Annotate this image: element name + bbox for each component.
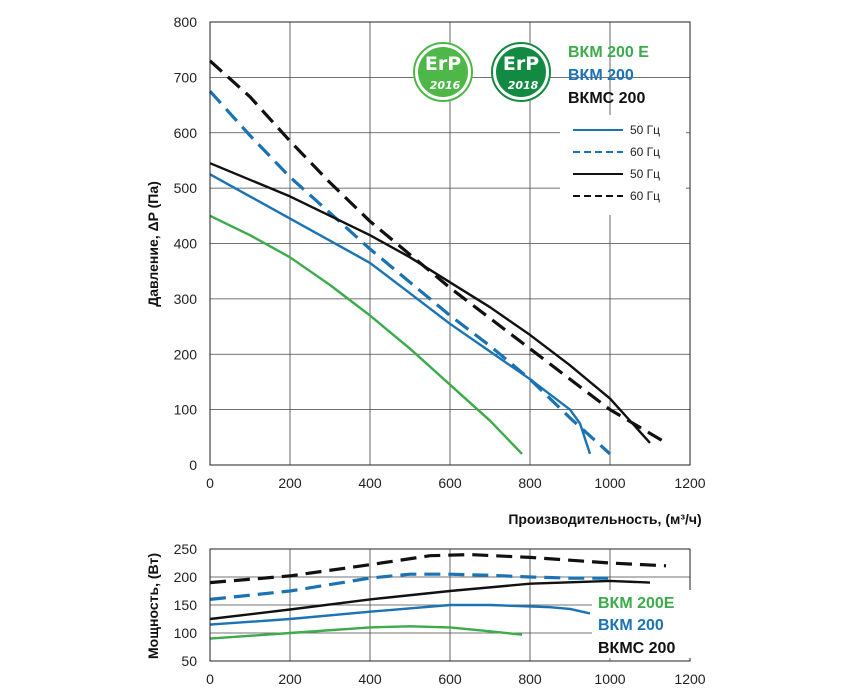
pressure-x-tick-label: 1000 <box>594 475 625 491</box>
erp-2018-badge-disc <box>496 47 546 97</box>
pressure-series <box>208 59 667 456</box>
power-series <box>209 552 667 640</box>
power-x-tick-label: 200 <box>278 671 302 687</box>
frequency-legend: 50 Гц 60 Гц 50 Гц 60 Гц <box>560 115 686 215</box>
pressure-y-tick-label: 300 <box>174 291 198 307</box>
power-series-вкм-200-60hz <box>209 572 610 601</box>
pressure-y-tick-label: 600 <box>174 125 198 141</box>
pressure-y-tick-label: 100 <box>174 402 198 418</box>
pressure-series-вкм-200-50hz <box>209 173 592 455</box>
power-y-tick-label: 200 <box>174 569 198 585</box>
power-series-вкм-200e-50hz <box>209 625 523 640</box>
erp-2016-badge-brand: ErP <box>425 53 461 75</box>
erp-2016-badge: ErP 2016 <box>413 42 473 102</box>
power-y-tick-label: 100 <box>174 625 198 641</box>
legend-label-blue-60hz: 60 Гц <box>630 145 660 159</box>
top-model-labels: ВКМ 200 E ВКМ 200 ВКМС 200 <box>568 44 649 107</box>
power-x-tick-label: 400 <box>358 671 382 687</box>
pressure-x-tick-label: 800 <box>518 475 542 491</box>
power-x-tick-label: 1200 <box>674 671 705 687</box>
power-x-tick-label: 1000 <box>594 671 625 687</box>
pressure-y-tick-label: 400 <box>174 236 198 252</box>
erp-2016-badge-disc <box>418 47 468 97</box>
power-y-tick-label: 150 <box>174 597 198 613</box>
erp-2018-badge-year: 2018 <box>508 79 539 92</box>
erp-2016-badge-year: 2016 <box>430 79 461 92</box>
power-model-label-vkm-200e: ВКМ 200E <box>598 595 675 612</box>
power-x-tick-label: 800 <box>518 671 542 687</box>
legend-label-black-50hz: 50 Гц <box>630 167 660 181</box>
pressure-y-tick-label: 500 <box>174 180 198 196</box>
power-y-tick-label: 250 <box>174 541 198 557</box>
pressure-series-вкмс-200-60hz <box>208 59 667 445</box>
erp-2018-badge-brand: ErP <box>503 53 539 75</box>
model-label-vkm-200: ВКМ 200 <box>568 67 634 84</box>
power-y-axis-title: Мощность, (Вт) <box>145 553 161 659</box>
pressure-series-вкм-200-60hz <box>208 90 612 456</box>
power-chart: 0 200 400 600 800 1000 1200 50 100 150 200 250 Мощн… <box>145 541 706 687</box>
pressure-y-tick-label: 0 <box>189 457 197 473</box>
legend-label-blue-50hz: 50 Гц <box>630 123 660 137</box>
pressure-y-tick-label: 800 <box>174 14 198 30</box>
power-tick-labels: 0 200 400 600 800 1000 1200 50 100 150 200 250 <box>174 541 706 687</box>
pressure-tick-labels: 0 200 400 600 800 1000 1200 0 100 200 300 400 500 600… <box>174 14 706 491</box>
erp-2018-badge: ErP 2018 <box>491 42 551 102</box>
power-model-label-vkms-200: ВКМС 200 <box>598 640 675 657</box>
legend-label-black-60hz: 60 Гц <box>630 189 660 203</box>
pressure-x-tick-label: 600 <box>438 475 462 491</box>
model-label-vkms-200: ВКМС 200 <box>568 90 645 107</box>
pressure-x-tick-label: 200 <box>278 475 302 491</box>
pressure-plot-frame <box>209 21 691 466</box>
power-x-tick-label: 0 <box>206 671 214 687</box>
power-y-tick-label: 50 <box>181 653 197 669</box>
pressure-y-axis-title: Давление, ΔP (Па) <box>145 181 161 307</box>
pressure-x-axis-title: Производительность, (м³/ч) <box>508 511 701 527</box>
power-series-вкмс-200-60hz <box>209 552 667 585</box>
legend-background <box>560 115 686 215</box>
pressure-y-tick-label: 200 <box>174 346 198 362</box>
power-series-вкмс-200-50hz <box>209 579 651 621</box>
pressure-x-tick-label: 400 <box>358 475 382 491</box>
pressure-y-tick-label: 700 <box>174 69 198 85</box>
power-series-вкм-200-50hz <box>209 603 591 626</box>
pressure-x-tick-label: 0 <box>206 475 214 491</box>
bottom-labels-background <box>592 590 692 658</box>
power-x-tick-label: 600 <box>438 671 462 687</box>
model-label-vkm-200-e: ВКМ 200 E <box>568 44 649 61</box>
pressure-series-вкм-200-e-50hz <box>209 214 523 455</box>
pressure-x-tick-label: 1200 <box>674 475 705 491</box>
bottom-model-labels: ВКМ 200E ВКМ 200 ВКМС 200 <box>592 590 692 658</box>
pressure-chart: 0 200 400 600 800 1000 1200 0 100 200 300 400 500 600… <box>145 14 706 527</box>
power-model-label-vkm-200: ВКМ 200 <box>598 617 664 634</box>
